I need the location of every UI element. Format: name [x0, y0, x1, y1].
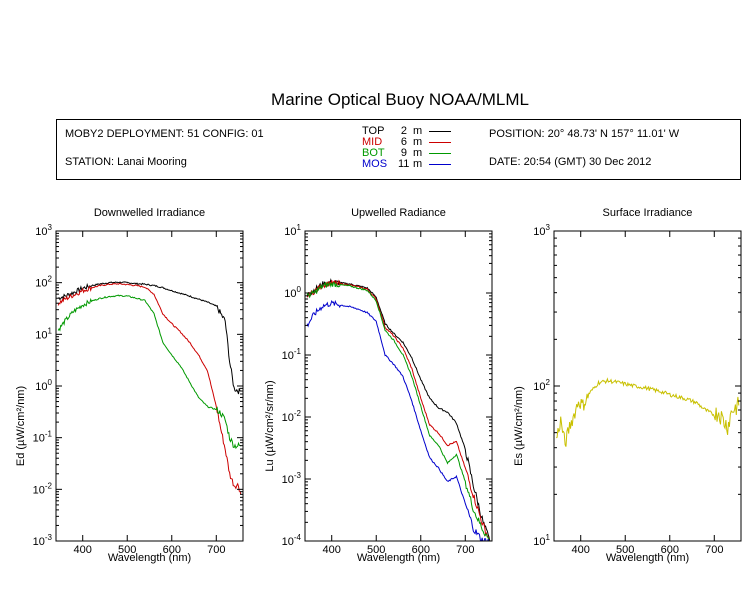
- x-tick-label: 700: [456, 544, 474, 556]
- chart-panel-2: Upwelled Radiance 400 500 600 700 Wavelength …: [264, 207, 493, 564]
- x-tick-label: 700: [705, 544, 723, 556]
- legend-unit: m: [413, 158, 423, 170]
- y-axis-label: Ed (µW/cm²/nm): [15, 386, 27, 466]
- series-group: [555, 377, 740, 447]
- x-tick-label: 600: [163, 544, 181, 556]
- x-tick-label: 700: [207, 544, 225, 556]
- y-tick-label: 103: [35, 223, 52, 238]
- chart-panel-1: Downwelled Irradiance 400 500 600 700 Wavelen…: [15, 207, 244, 564]
- y-tick-label: 100: [35, 378, 52, 393]
- y-tick-label: 102: [35, 275, 52, 290]
- plot-frame: [55, 230, 244, 542]
- legend-line-sample: [429, 164, 451, 165]
- legend-unit: m: [413, 147, 423, 159]
- position-label: POSITION: 20° 48.73' N 157° 11.01' W: [489, 128, 680, 140]
- y-tick-label: 10-1: [282, 347, 302, 362]
- y-tick-label: 10-3: [282, 471, 302, 486]
- x-axis-label: Wavelength (nm): [357, 552, 440, 564]
- legend-name: MOS: [362, 158, 388, 170]
- legend-name: MID: [362, 136, 383, 148]
- chart-title: Surface Irradiance: [603, 207, 693, 219]
- legend-depth: 2: [400, 125, 407, 137]
- y-tick-label: 101: [35, 326, 52, 341]
- y-axis-label: Es (µW/cm²/nm): [513, 386, 525, 466]
- chart-title: Downwelled Irradiance: [94, 207, 205, 219]
- x-tick-label: 600: [661, 544, 679, 556]
- y-axis-label: Lu (µW/cm²/sr/nm): [264, 380, 276, 471]
- y-tick-label: 10-2: [282, 409, 302, 424]
- legend-unit: m: [413, 125, 423, 137]
- x-axis-label: Wavelength (nm): [108, 552, 191, 564]
- plot-frame: [553, 230, 742, 542]
- series-line-es: [555, 377, 740, 447]
- y-tick-label: 10-4: [282, 533, 302, 548]
- chart-title: Upwelled Radiance: [351, 207, 446, 219]
- series-line-mid: [57, 282, 242, 495]
- deployment-label: MOBY2 DEPLOYMENT: 51 CONFIG: 01: [65, 128, 264, 140]
- x-tick-label: 500: [616, 544, 634, 556]
- series-group: [306, 277, 491, 541]
- legend-line-sample: [429, 153, 451, 154]
- series-line-bot: [306, 281, 490, 541]
- series-line-mos: [306, 299, 490, 541]
- y-tick-label: 10-2: [33, 481, 53, 496]
- chart-panel-3: Surface Irradiance 400 500 600 700 Wavelength…: [513, 207, 742, 564]
- legend-name: BOT: [362, 147, 385, 159]
- date-label: DATE: 20:54 (GMT) 30 Dec 2012: [489, 156, 652, 168]
- legend-line-sample: [429, 131, 451, 132]
- series-line-mid: [306, 279, 490, 541]
- series-line-top: [57, 281, 241, 395]
- y-tick-label: 103: [533, 223, 550, 238]
- series-line-bot: [57, 294, 241, 450]
- y-tick-label: 10-1: [33, 430, 53, 445]
- legend-unit: m: [413, 136, 423, 148]
- x-tick-label: 400: [74, 544, 92, 556]
- station-label: STATION: Lanai Mooring: [65, 156, 187, 168]
- x-tick-label: 400: [572, 544, 590, 556]
- x-tick-label: 400: [323, 544, 341, 556]
- series-group: [57, 281, 242, 495]
- plot-frame: [304, 230, 493, 542]
- x-tick-label: 600: [412, 544, 430, 556]
- legend-depth: 11: [398, 158, 410, 170]
- y-tick-label: 101: [284, 223, 301, 238]
- legend-depth: 9: [400, 147, 407, 159]
- x-tick-label: 500: [367, 544, 385, 556]
- y-tick-label: 100: [284, 285, 301, 300]
- x-tick-label: 500: [118, 544, 136, 556]
- x-axis-label: Wavelength (nm): [606, 552, 689, 564]
- y-tick-label: 102: [533, 378, 550, 393]
- main-title: Marine Optical Buoy NOAA/MLML: [271, 90, 529, 109]
- legend-name: TOP: [362, 125, 385, 137]
- series-line-top: [306, 277, 491, 541]
- y-tick-label: 101: [533, 533, 550, 548]
- legend-depth: 6: [400, 136, 407, 148]
- y-tick-label: 10-3: [33, 533, 53, 548]
- legend-line-sample: [429, 142, 451, 143]
- info-box: MOBY2 DEPLOYMENT: 51 CONFIG: 01 STATION:…: [56, 119, 741, 180]
